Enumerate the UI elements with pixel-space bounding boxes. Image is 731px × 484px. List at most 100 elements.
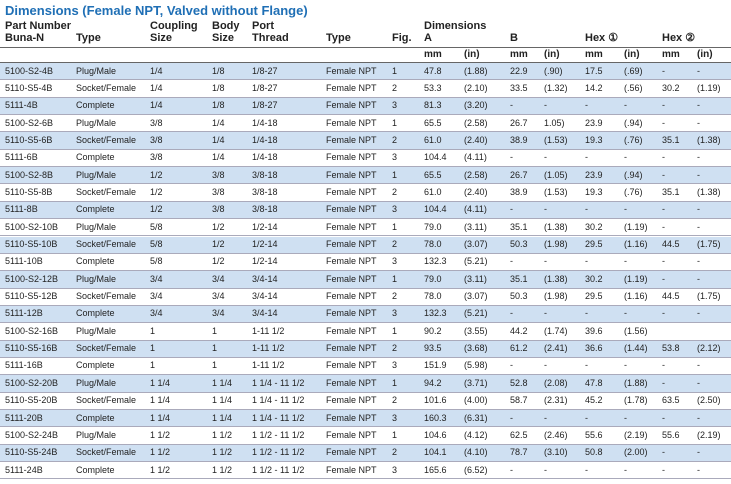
cell: 3/8 [150, 152, 163, 163]
cell: - [544, 152, 547, 163]
cell: - [697, 204, 700, 215]
cell: 1 1/4 - 11 1/2 [252, 377, 305, 388]
cell: 1 1/4 [150, 377, 171, 388]
cell: 3/8 [150, 117, 163, 128]
column-header: Fig. [392, 32, 412, 44]
cell: 5111-10B [5, 256, 43, 267]
cell: 1 [392, 273, 398, 284]
row-band [0, 358, 731, 376]
cell: 1/2-14 [252, 221, 278, 232]
cell: 50.8 [585, 447, 603, 458]
cell: 1 [392, 117, 398, 128]
cell: - [585, 256, 588, 267]
cell: 3 [392, 464, 398, 475]
column-header: Hex ② [662, 32, 696, 44]
cell: 5/8 [150, 239, 163, 249]
cell: Plug/Male [76, 221, 117, 232]
cell: 1 [212, 325, 218, 336]
cell: (2.08) [544, 377, 568, 388]
cell: Female NPT [326, 117, 377, 128]
cell: 2 [392, 291, 398, 302]
cell: (5.21) [464, 256, 488, 267]
column-header: B [510, 32, 518, 44]
cell: - [585, 152, 588, 163]
cell: (1.98) [544, 239, 568, 249]
cell: 44.5 [662, 291, 680, 302]
cell: Plug/Male [76, 273, 117, 284]
unit-label: mm [585, 49, 603, 60]
cell: (2.31) [544, 395, 568, 406]
row-band [0, 462, 731, 480]
cell: - [510, 204, 513, 215]
cell: - [510, 412, 513, 423]
cell: Plug/Male [76, 377, 117, 388]
cell: - [697, 377, 700, 388]
cell: 1/4 [212, 117, 225, 128]
cell: (1.19) [697, 82, 721, 93]
cell: (.90) [544, 65, 563, 76]
cell: 93.5 [424, 343, 442, 354]
cell: 5100-S2-8B [5, 169, 54, 180]
column-header: A [424, 32, 432, 44]
cell: 61.0 [424, 134, 442, 145]
cell: - [544, 256, 547, 267]
cell: (1.53) [544, 186, 568, 197]
cell: 3 [392, 256, 398, 267]
cell: Female NPT [326, 360, 377, 371]
cell: 2 [392, 395, 398, 406]
cell: (1.75) [697, 239, 721, 249]
cell: 1/2-14 [252, 239, 278, 249]
cell: Socket/Female [76, 395, 137, 406]
cell: 104.6 [424, 429, 447, 440]
cell: 5/8 [150, 256, 163, 267]
cell: (1.38) [544, 273, 568, 284]
cell: Complete [76, 360, 115, 371]
cell: 35.1 [662, 134, 680, 145]
row-band [0, 323, 731, 341]
cell: 1 [212, 343, 218, 354]
cell: - [510, 360, 513, 371]
cell: 5/8 [150, 221, 163, 232]
row-band [0, 219, 731, 237]
cell: - [510, 308, 513, 319]
cell: - [585, 360, 588, 371]
cell: 36.6 [585, 343, 603, 354]
cell: 1 1/2 - 11 1/2 [252, 429, 305, 440]
cell: Female NPT [326, 65, 377, 76]
cell: Female NPT [326, 447, 377, 458]
cell: (1.78) [624, 395, 648, 406]
cell: Female NPT [326, 169, 377, 180]
cell: Socket/Female [76, 291, 137, 302]
cell: 1/8-27 [252, 100, 278, 111]
cell: (1.74) [544, 325, 568, 336]
cell: 1 [150, 343, 156, 354]
cell: - [624, 308, 627, 319]
cell: 5110-S5-6B [5, 134, 53, 145]
cell: (1.88) [624, 377, 648, 388]
cell: Plug/Male [76, 117, 117, 128]
cell: 62.5 [510, 429, 528, 440]
cell: (1.56) [624, 325, 648, 336]
cell: 61.2 [510, 343, 528, 354]
column-header: Coupling [150, 20, 198, 32]
cell: 5111-8B [5, 204, 38, 215]
cell: (2.41) [544, 343, 568, 354]
cell: - [662, 169, 665, 180]
cell: 2 [392, 447, 398, 458]
cell: 1 [392, 377, 398, 388]
row-band [0, 375, 731, 393]
cell: (1.38) [697, 186, 721, 197]
cell: - [662, 464, 665, 475]
cell: Complete [76, 256, 115, 267]
row-band [0, 167, 731, 185]
cell: Female NPT [326, 325, 377, 336]
cell: (.56) [624, 82, 643, 93]
cell: - [697, 256, 700, 267]
cell: 5110-S5-20B [5, 395, 58, 406]
cell: - [697, 308, 700, 319]
cell: Female NPT [326, 152, 377, 163]
cell: 1/2 [150, 204, 163, 215]
cell: 1/2 [212, 239, 225, 249]
cell: - [697, 221, 700, 232]
cell: - [662, 152, 665, 163]
